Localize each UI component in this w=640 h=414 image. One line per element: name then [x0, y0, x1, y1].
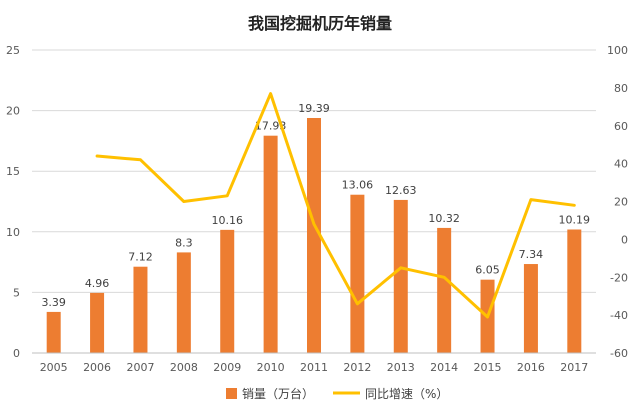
x-axis-tick-label: 2009: [213, 361, 241, 374]
right-axis-tick-label: 100: [607, 44, 628, 57]
growth-line: [95, 92, 576, 319]
x-axis-tick-label: 2012: [343, 361, 371, 374]
bar-data-label: 8.3: [175, 236, 193, 249]
left-axis-tick-label: 25: [6, 44, 20, 57]
x-axis-tick-label: 2010: [257, 361, 285, 374]
bar-data-label: 4.96: [85, 277, 110, 290]
bar: [46, 311, 61, 353]
left-axis-tick-label: 10: [6, 226, 20, 239]
data-labels: 3.39 4.96 7.12 8.3 10.16 17.93 19.39 13.06 12.63…: [41, 102, 590, 309]
bar: [567, 229, 582, 353]
x-axis-tick-label: 2015: [474, 361, 502, 374]
chart-title: 我国挖掘机历年销量: [248, 14, 392, 33]
bar-data-label: 10.16: [211, 214, 243, 227]
x-axis-tick-label: 2014: [430, 361, 458, 374]
bar: [393, 199, 408, 353]
bar: [176, 252, 191, 353]
bar-data-label: 6.05: [475, 264, 500, 277]
x-axis-tick-label: 2017: [560, 361, 588, 374]
line-series: [95, 92, 576, 319]
bar-data-label: 17.93: [255, 120, 287, 133]
bar-data-label: 3.39: [41, 296, 66, 309]
bar: [437, 227, 452, 353]
right-axis-tick-label: 40: [614, 158, 628, 171]
bar-series: [46, 117, 582, 354]
bar: [133, 266, 148, 353]
right-axis-tick-label: 60: [614, 120, 628, 133]
legend-label-sales: 销量（万台）: [242, 386, 314, 401]
bar-data-label: 13.06: [342, 179, 374, 192]
legend: 销量（万台） 同比增速（%）: [226, 386, 448, 401]
bar-data-label: 10.32: [428, 212, 460, 225]
bar: [220, 229, 235, 353]
bar: [523, 264, 538, 353]
axes: 0 5 10 15 20 25 -60 -40 -20 0 20 40 60 80 100 2005 2006 2…: [6, 44, 628, 374]
left-axis-tick-label: 5: [13, 286, 20, 299]
bar-data-label: 12.63: [385, 184, 417, 197]
x-axis-tick-label: 2016: [517, 361, 545, 374]
x-axis-tick-label: 2006: [83, 361, 111, 374]
bar-data-label: 7.12: [128, 251, 153, 264]
bar-data-label: 19.39: [298, 102, 330, 115]
right-axis-tick-label: -40: [610, 309, 628, 322]
bar: [350, 194, 365, 353]
right-axis-tick-label: 20: [614, 196, 628, 209]
x-axis-tick-label: 2013: [387, 361, 415, 374]
x-axis-tick-label: 2007: [126, 361, 154, 374]
bar: [307, 117, 321, 354]
legend-swatch-sales: [226, 388, 237, 399]
bar: [263, 135, 278, 353]
bar-data-label: 10.19: [559, 213, 591, 226]
right-axis-tick-label: 80: [614, 82, 628, 95]
right-axis-tick-label: -60: [610, 347, 628, 360]
right-axis-tick-label: -20: [610, 271, 628, 284]
bar-data-label: 7.34: [519, 248, 544, 261]
bar: [90, 292, 105, 353]
x-axis-tick-label: 2005: [40, 361, 68, 374]
legend-label-growth: 同比增速（%）: [365, 387, 448, 401]
right-axis-tick-label: 0: [621, 233, 628, 246]
left-axis-tick-label: 20: [6, 105, 20, 118]
x-axis-tick-label: 2008: [170, 361, 198, 374]
left-axis-tick-label: 0: [13, 347, 20, 360]
x-axis-tick-label: 2011: [300, 361, 328, 374]
left-axis-tick-label: 15: [6, 165, 20, 178]
